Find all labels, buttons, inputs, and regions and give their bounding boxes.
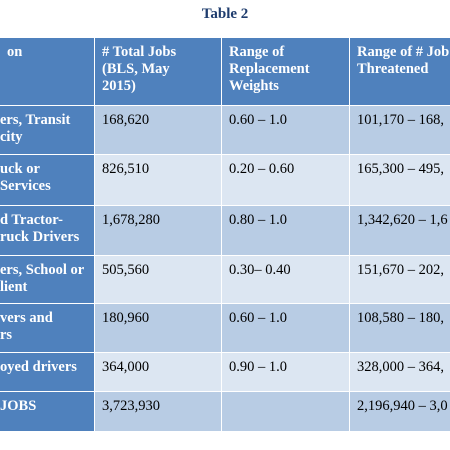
data-cell: 108,580 – 180, [350, 304, 450, 353]
header-cell: Range of # Job Threatened [350, 38, 450, 106]
data-cell: 0.30– 0.40 [222, 256, 350, 304]
data-cell: 0.60 – 1.0 [222, 106, 350, 155]
data-cell: 505,560 [95, 256, 222, 304]
cell-text: JOBS [0, 398, 37, 414]
cell-text: 1,342,620 – 1,6 [357, 212, 448, 228]
cell-text: ers, School or [0, 262, 85, 278]
cell-text: 505,560 [102, 262, 150, 278]
header-cell: Range of Replacement Weights [222, 38, 350, 106]
cell-text: Range of [229, 44, 285, 60]
cell-text: 0.60 – 1.0 [229, 112, 287, 128]
data-cell: 0.60 – 1.0 [222, 304, 350, 353]
cell-text: 0.60 – 1.0 [229, 310, 287, 326]
cell-text: (BLS, May [102, 61, 170, 77]
data-cell: 3,723,930 [95, 392, 222, 432]
row-label-cell: d Tractor-ruck Drivers [0, 206, 95, 256]
cell-text: oyed drivers [0, 359, 77, 375]
cell-text: 108,580 – 180, [357, 310, 444, 326]
data-cell: 1,678,280 [95, 206, 222, 256]
header-cell: # Total Jobs (BLS, May 2015) [95, 38, 222, 106]
row-label-cell: JOBS [0, 392, 95, 432]
data-cell: 328,000 – 364, [350, 353, 450, 392]
row-label-cell: ers, School or lient [0, 256, 95, 304]
data-cell: 2,196,940 – 3,0 [350, 392, 450, 432]
data-cell [222, 392, 350, 432]
data-cell: 168,620 [95, 106, 222, 155]
cell-text: Weights [229, 78, 279, 94]
cell-text: 168,620 [102, 112, 150, 128]
cell-text: 364,000 [102, 359, 150, 375]
cell-text: Replacement [229, 61, 310, 77]
cell-text: 0.80 – 1.0 [229, 212, 287, 228]
cell-text: ruck Drivers [0, 229, 80, 245]
cell-text: 2,196,940 – 3,0 [357, 398, 448, 414]
data-cell: 101,170 – 168, [350, 106, 450, 155]
header-cell: on [0, 38, 95, 106]
cell-text: 328,000 – 364, [357, 359, 444, 375]
cell-text: Threatened [357, 61, 429, 77]
cell-text: uck or [0, 161, 40, 177]
data-cell: 826,510 [95, 155, 222, 206]
cell-text: 0.30– 0.40 [229, 262, 291, 278]
cell-text: 101,170 – 168, [357, 112, 444, 128]
data-cell: 0.90 – 1.0 [222, 353, 350, 392]
cell-text: city [0, 129, 23, 145]
cell-text: 3,723,930 [102, 398, 160, 414]
cell-text: 180,960 [102, 310, 150, 326]
data-cell: 0.80 – 1.0 [222, 206, 350, 256]
data-cell: 1,342,620 – 1,6 [350, 206, 450, 256]
data-cell: 151,670 – 202, [350, 256, 450, 304]
cell-text: 0.20 – 0.60 [229, 161, 295, 177]
cell-text: vers and [0, 310, 53, 326]
cell-text: # Total Jobs [102, 44, 177, 60]
data-cell: 180,960 [95, 304, 222, 353]
cell-text: 0.90 – 1.0 [229, 359, 287, 375]
data-cell: 165,300 – 495, [350, 155, 450, 206]
cell-text: 1,678,280 [102, 212, 160, 228]
data-cell: 0.20 – 0.60 [222, 155, 350, 206]
cell-text: ers, Transit [0, 112, 71, 128]
cell-text: 165,300 – 495, [357, 161, 444, 177]
cell-text: d Tractor- [0, 212, 63, 228]
cell-text: rs [0, 327, 13, 343]
cell-text: Services [0, 178, 51, 194]
cell-text: 2015) [102, 78, 136, 94]
row-label-cell: ers, Transit city [0, 106, 95, 155]
cell-text: 826,510 [102, 161, 150, 177]
cell-text: on [7, 44, 23, 60]
cell-text: Range of # Job [357, 44, 450, 60]
row-label-cell: oyed drivers [0, 353, 95, 392]
data-cell: 364,000 [95, 353, 222, 392]
cell-text: 151,670 – 202, [357, 262, 444, 278]
row-label-cell: vers and rs [0, 304, 95, 353]
table-title: Table 2 [201, 6, 249, 22]
cell-text: lient [0, 279, 28, 295]
row-label-cell: uck or Services [0, 155, 95, 206]
